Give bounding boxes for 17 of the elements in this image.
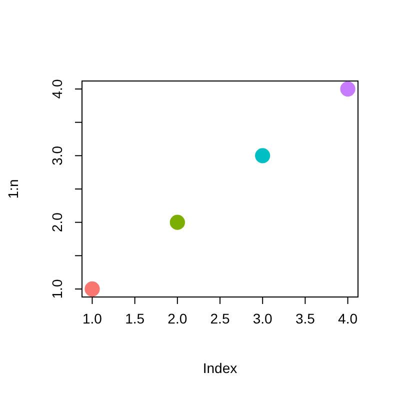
x-axis-title: Index	[202, 360, 238, 376]
y-tick-label: 1.0	[49, 279, 65, 299]
point	[340, 81, 356, 97]
x-tick-label: 1.5	[125, 310, 145, 326]
y-axis-title: 1:n	[5, 179, 21, 199]
point	[84, 281, 100, 297]
x-tick-label: 4.0	[338, 310, 358, 326]
x-tick-label: 2.0	[168, 310, 188, 326]
x-tick-label: 2.5	[210, 310, 230, 326]
y-tick-label: 2.0	[49, 212, 65, 232]
x-tick-label: 3.0	[252, 310, 273, 326]
y-tick-label: 4.0	[49, 79, 65, 99]
x-tick-label: 3.5	[295, 310, 316, 326]
x-tick-label: 1.0	[82, 310, 102, 326]
point	[255, 148, 270, 164]
y-tick-label: 3.0	[49, 146, 65, 166]
point	[170, 214, 185, 230]
